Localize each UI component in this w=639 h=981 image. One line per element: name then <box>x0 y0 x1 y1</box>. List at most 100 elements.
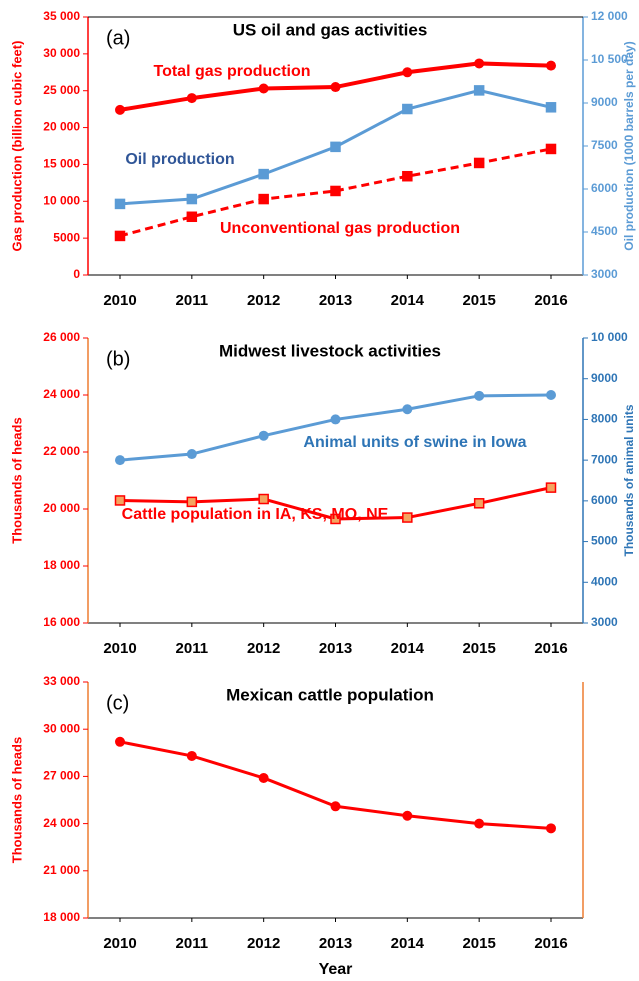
x-tick-label: 2016 <box>534 640 567 657</box>
point <box>474 58 485 69</box>
x-tick-label: 2013 <box>319 292 352 309</box>
point <box>330 141 341 153</box>
y-tick-label: 30 000 <box>43 46 80 60</box>
y-tick-label: 25 000 <box>43 83 80 97</box>
point <box>186 193 198 205</box>
point <box>330 414 341 425</box>
y-tick-label: 18 000 <box>43 558 80 572</box>
y-tick-label: 26 000 <box>43 330 80 344</box>
point <box>258 493 269 505</box>
y2-tick-label: 8000 <box>591 412 618 426</box>
point <box>402 404 413 415</box>
chart-title: Midwest livestock activities <box>219 341 441 360</box>
y-tick-label: 10 000 <box>43 193 80 207</box>
point <box>186 496 198 508</box>
point <box>186 211 198 223</box>
panel-label: (c) <box>106 692 129 714</box>
y2-tick-label: 3000 <box>591 267 618 281</box>
point <box>545 143 557 155</box>
y-tick-label: 20 000 <box>43 120 80 134</box>
point <box>258 193 269 205</box>
point <box>258 168 269 180</box>
y-tick-label: 33 000 <box>43 674 80 688</box>
point <box>330 513 341 525</box>
point <box>545 482 557 493</box>
x-tick-label: 2012 <box>247 292 280 309</box>
y-tick-label: 20 000 <box>43 501 80 515</box>
point <box>115 455 125 466</box>
point <box>402 810 413 821</box>
point <box>330 801 341 812</box>
point <box>115 104 125 115</box>
panel-label: (b) <box>106 348 130 370</box>
y-tick-label: 22 000 <box>43 444 80 458</box>
point <box>474 818 485 829</box>
point <box>546 60 556 71</box>
x-tick-label: 2011 <box>176 935 209 952</box>
x-tick-label: 2014 <box>391 935 425 952</box>
point <box>330 185 341 197</box>
y2-axis-label: Thousands of animal units <box>622 404 636 556</box>
x-tick-label: 2012 <box>247 935 280 952</box>
y-axis-label: Thousands of heads <box>9 417 24 543</box>
y2-tick-label: 12 000 <box>591 9 628 23</box>
y2-axis-label: Oil production (1000 barrels per day) <box>622 41 636 250</box>
point <box>186 93 197 104</box>
y-tick-label: 24 000 <box>43 387 80 401</box>
series-label: Cattle population in IA, KS, MO, NE <box>122 506 389 523</box>
y2-tick-label: 6000 <box>591 493 618 507</box>
y-axis-label: Thousands of heads <box>9 737 24 863</box>
point <box>402 103 413 115</box>
y2-tick-label: 10 000 <box>591 330 628 344</box>
y-tick-label: 27 000 <box>43 769 80 783</box>
y-tick-label: 30 000 <box>43 721 80 735</box>
y-tick-label: 16 000 <box>43 615 80 629</box>
chart-title: US oil and gas activities <box>233 20 428 39</box>
point <box>114 495 126 506</box>
x-tick-label: 2014 <box>391 292 425 309</box>
x-tick-label: 2012 <box>247 640 280 657</box>
point <box>330 82 341 93</box>
y-tick-label: 18 000 <box>43 910 80 924</box>
chart-title: Mexican cattle population <box>226 685 434 704</box>
point <box>546 390 556 400</box>
x-axis-label: Year <box>319 961 353 978</box>
y2-tick-label: 7500 <box>591 138 618 152</box>
series-line <box>119 740 552 830</box>
y-tick-label: 15 000 <box>43 157 80 171</box>
y2-tick-label: 6000 <box>591 181 618 195</box>
y2-tick-label: 7000 <box>591 452 618 466</box>
point <box>115 736 125 747</box>
point <box>473 157 485 169</box>
series-label: Unconventional gas production <box>220 220 460 237</box>
y-tick-label: 24 000 <box>43 816 80 830</box>
point <box>114 230 126 242</box>
y2-tick-label: 4500 <box>591 224 618 238</box>
series-label: Animal units of swine in Iowa <box>303 434 526 451</box>
y-tick-label: 35 000 <box>43 9 80 23</box>
series-label: Total gas production <box>153 63 310 80</box>
series-label: Oil production <box>125 151 234 168</box>
x-tick-label: 2010 <box>103 640 136 657</box>
x-tick-label: 2013 <box>319 935 352 952</box>
point <box>258 83 269 94</box>
x-tick-label: 2016 <box>534 935 567 952</box>
point <box>473 85 485 96</box>
y-tick-label: 21 000 <box>43 863 80 877</box>
point <box>258 430 269 441</box>
y2-tick-label: 4000 <box>591 574 618 588</box>
point <box>473 498 485 509</box>
x-tick-label: 2010 <box>103 935 136 952</box>
x-tick-label: 2011 <box>176 640 209 657</box>
y-axis-label: Gas production (billion cubic feet) <box>9 41 24 252</box>
y2-tick-label: 5000 <box>591 534 618 548</box>
point <box>402 170 413 182</box>
point <box>546 823 556 834</box>
x-tick-label: 2016 <box>534 292 567 309</box>
y2-tick-label: 9000 <box>591 371 618 385</box>
x-tick-label: 2010 <box>103 292 136 309</box>
y-tick-label: 5000 <box>53 230 80 244</box>
point <box>545 102 557 113</box>
